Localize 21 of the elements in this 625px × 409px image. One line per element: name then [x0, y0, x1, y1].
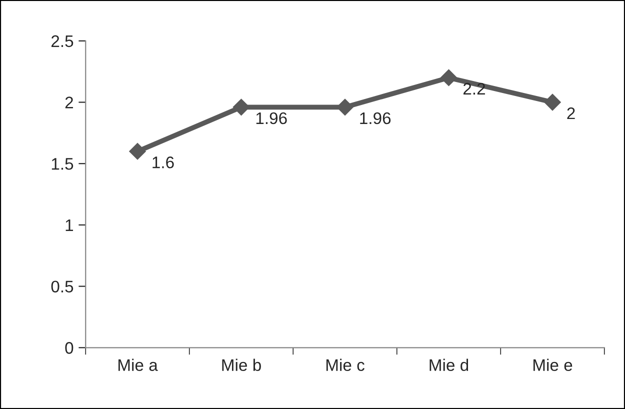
x-tick-label: Mie b: [222, 358, 261, 372]
data-label: 1.96: [360, 112, 391, 124]
y-tick-label: 1.5: [52, 158, 74, 170]
x-tick-label: Mie e: [533, 358, 572, 372]
point: [129, 142, 146, 160]
point: [336, 98, 354, 116]
x-tick-label: Mie a: [118, 358, 158, 372]
y-tick-label: 0.5: [51, 280, 74, 293]
data-label: 1.6: [152, 156, 174, 168]
x-tick-label: Mie d: [430, 358, 468, 372]
data-label: 2: [567, 107, 575, 120]
data-label: 2.2: [463, 82, 485, 95]
y-tick-label: 2.5: [51, 35, 74, 48]
point: [440, 69, 458, 86]
point: [544, 94, 561, 111]
data-label: 1.96: [256, 112, 287, 124]
y-tick-label: 1: [66, 220, 74, 231]
y-tick-label: 2: [65, 96, 73, 108]
point: [232, 98, 250, 116]
y-tick-label: 0: [65, 342, 74, 354]
x-tick-label: Mie c: [326, 358, 364, 372]
